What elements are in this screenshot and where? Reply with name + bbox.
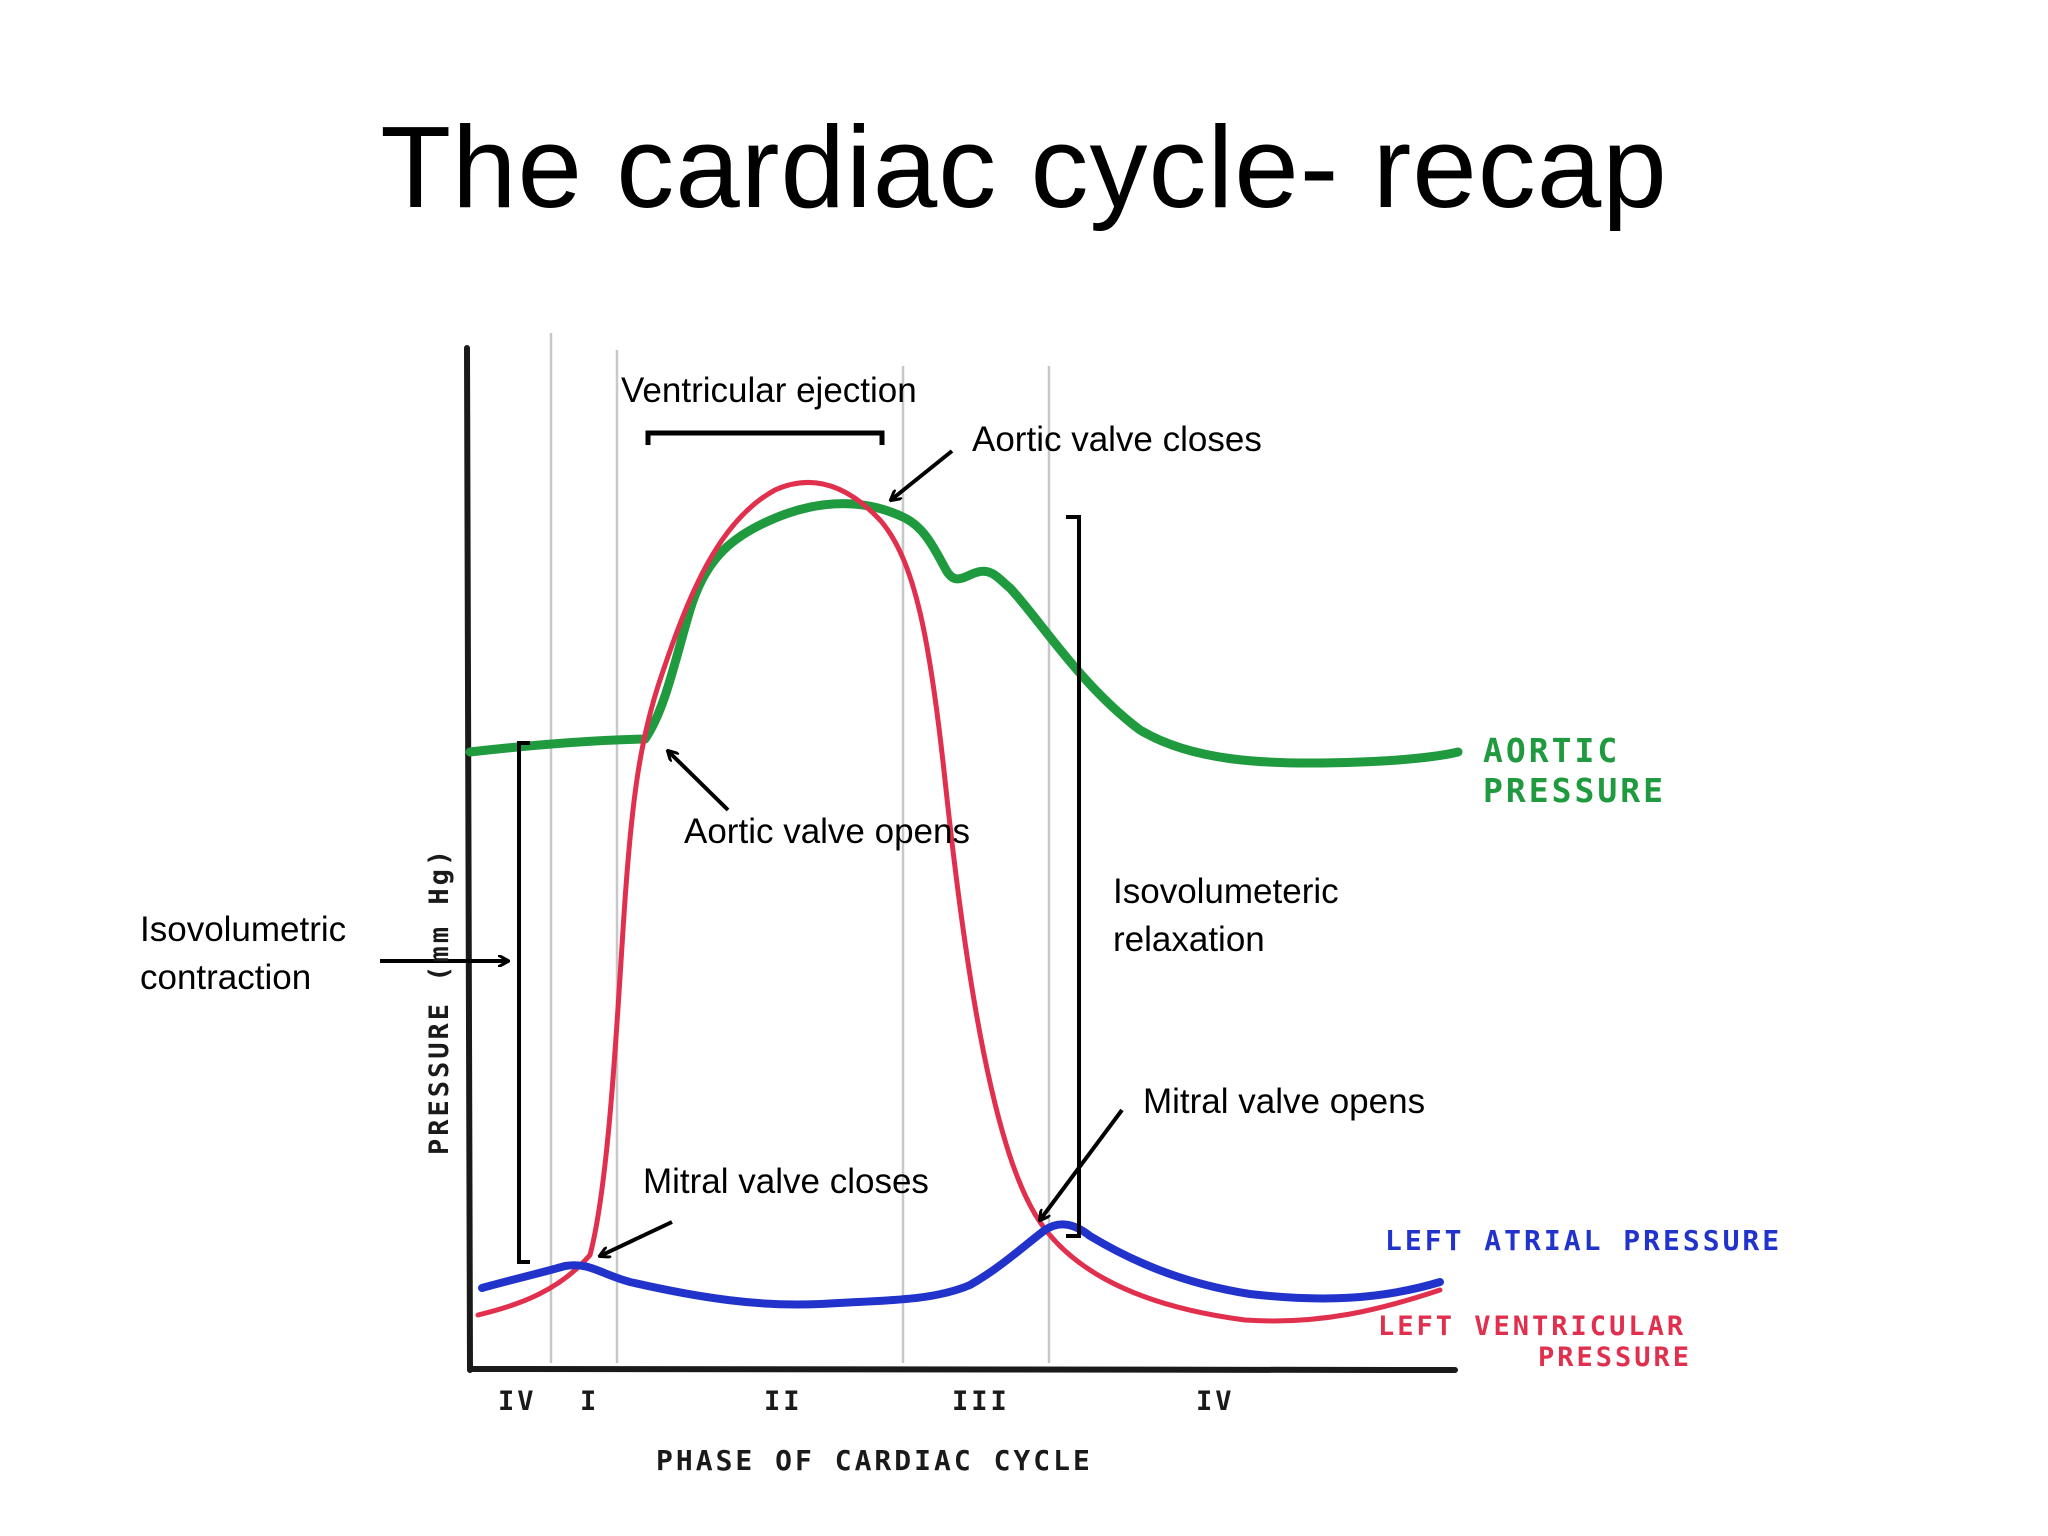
aortic-valve-opens-arrow — [668, 751, 730, 812]
aortic-valve-closes-arrow — [891, 449, 954, 500]
left-ventricular-pressure-curve — [475, 480, 1443, 1324]
left-ventricular-pressure-label-line2: PRESSURE — [1538, 1342, 1692, 1373]
isovolumeteric-relaxation-bracket — [1066, 515, 1081, 1238]
phase-label-2: I — [580, 1386, 599, 1417]
left-ventricular-pressure-label-line1: LEFT VENTRICULAR — [1378, 1311, 1686, 1342]
left-atrial-pressure-curve — [478, 1220, 1444, 1309]
left-atrial-pressure-label: LEFT ATRIAL PRESSURE — [1385, 1224, 1782, 1257]
aortic-pressure-label-line1: AORTIC — [1483, 731, 1620, 770]
aortic-pressure-curve — [465, 499, 1463, 768]
aortic-pressure-label-line2: PRESSURE — [1483, 771, 1666, 810]
aortic-valve-closes-label: Aortic valve closes — [972, 420, 1262, 459]
isovolumeteric-relaxation-label-line1: Isovolumeteric — [1113, 872, 1339, 911]
mitral-valve-closes-label: Mitral valve closes — [643, 1162, 929, 1201]
x-axis — [467, 1366, 1458, 1373]
isovolumetric-contraction-label-line1: Isovolumetric — [140, 910, 346, 949]
x-axis-label: PHASE OF CARDIAC CYCLE — [656, 1444, 1093, 1477]
phase-label-3: II — [764, 1386, 803, 1417]
isovolumetric-contraction-label-line2: contraction — [140, 958, 311, 997]
phase-dividers — [549, 333, 1051, 1363]
y-axis — [464, 345, 473, 1373]
isovolumeteric-relaxation-label-line2: relaxation — [1113, 920, 1265, 959]
y-axis-label: PRESSURE (mm Hg) — [424, 847, 455, 1155]
aortic-valve-opens-label: Aortic valve opens — [684, 812, 970, 851]
ventricular-ejection-bracket — [645, 430, 885, 445]
phase-label-1: IV — [498, 1386, 537, 1417]
phase-label-5: IV — [1196, 1386, 1235, 1417]
slide-title: The cardiac cycle- recap — [380, 102, 1668, 232]
mitral-valve-opens-label: Mitral valve opens — [1143, 1082, 1425, 1121]
mitral-valve-opens-arrow — [1040, 1108, 1124, 1220]
ventricular-ejection-label: Ventricular ejection — [621, 371, 917, 410]
phase-label-4: III — [952, 1386, 1010, 1417]
mitral-valve-closes-arrow — [600, 1220, 673, 1256]
isovolumetric-contraction-bracket — [517, 741, 530, 1264]
